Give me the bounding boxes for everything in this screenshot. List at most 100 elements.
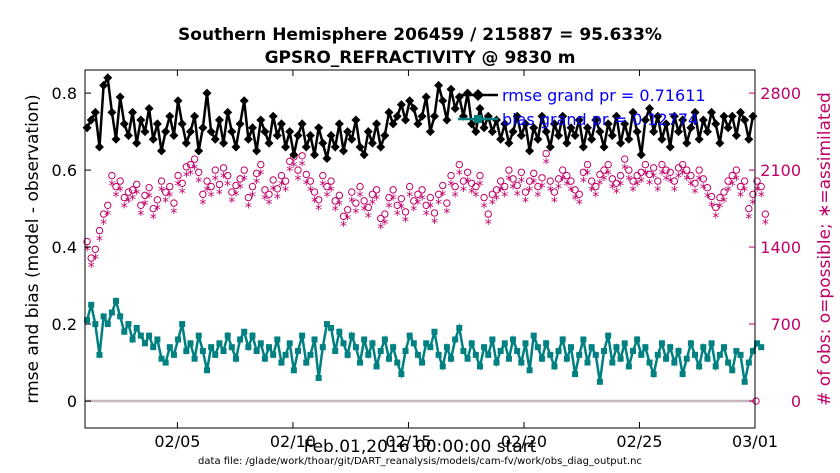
possible-point: [546, 177, 554, 185]
assimilated-point: *: [609, 182, 616, 198]
bias-point: [510, 336, 517, 343]
assimilated-point: *: [539, 181, 546, 197]
y-axis-left-label: rmse and bias (model - observation): [23, 94, 43, 403]
assimilated-point: *: [377, 221, 384, 237]
rmse-point: [318, 138, 328, 148]
possible-point: [331, 197, 339, 205]
possible-point: [265, 190, 273, 198]
bias-point: [183, 348, 190, 355]
possible-point: [87, 254, 95, 262]
possible-point: [567, 177, 575, 185]
bias-point: [237, 336, 244, 343]
assimilated-point: *: [357, 189, 364, 205]
assimilated-point: *: [547, 184, 554, 200]
bias-point: [485, 351, 492, 358]
rmse-point: [376, 142, 386, 152]
bias-point: [663, 355, 670, 362]
bias-point: [108, 309, 115, 316]
possible-point: [401, 208, 410, 216]
possible-point: [116, 177, 124, 185]
bias-point: [749, 348, 756, 355]
y2-tick-label: 700: [770, 315, 801, 334]
possible-point: [724, 177, 732, 185]
assimilated-point: *: [663, 173, 670, 189]
bias-point: [576, 351, 583, 358]
possible-point: [174, 171, 182, 180]
legend-bias-label: bias grand pr = 0.12774: [502, 110, 698, 129]
possible-point: [691, 179, 699, 187]
possible-point: [128, 186, 137, 194]
assimilated-point: *: [170, 206, 177, 222]
y-tick-label: 0.8: [52, 84, 77, 103]
bias-point: [712, 363, 719, 370]
rmse-point: [554, 130, 564, 140]
assimilated-point: *: [216, 187, 223, 203]
rmse-point: [512, 111, 522, 121]
possible-point: [525, 177, 534, 185]
bias-point: [141, 340, 148, 347]
bias-point: [646, 359, 653, 366]
possible-point: [678, 160, 687, 169]
assimilated-point: *: [431, 216, 438, 232]
x-tick-label: 02/25: [616, 432, 662, 451]
assimilated-point: *: [555, 182, 562, 198]
assimilated-point: *: [419, 193, 426, 209]
assimilated-point: *: [323, 189, 330, 205]
bias-point: [216, 340, 223, 347]
possible-point: [141, 191, 149, 200]
chart-subtitle: GPSRO_REFRACTIVITY @ 9830 m: [265, 48, 576, 68]
assimilated-point: *: [348, 195, 355, 211]
possible-point: [99, 210, 108, 218]
rmse-point: [243, 134, 253, 144]
bias-point: [228, 344, 235, 351]
possible-point: [654, 177, 662, 185]
assimilated-point: *: [253, 176, 260, 192]
rmse-point: [351, 115, 361, 125]
possible-point: [575, 190, 583, 198]
bias-point: [605, 332, 612, 339]
bias-point: [245, 344, 252, 351]
assimilated-point: *: [294, 173, 301, 189]
bias-point: [729, 367, 736, 374]
rmse-point: [173, 96, 183, 106]
bias-point: [481, 344, 488, 351]
assimilated-point: *: [340, 219, 347, 235]
possible-point: [377, 214, 385, 223]
rmse-point: [694, 134, 704, 144]
assimilated-point: *: [621, 162, 628, 178]
bias-point: [497, 348, 504, 355]
assimilated-point: *: [427, 200, 434, 216]
bias-point: [361, 336, 368, 343]
rmse-point: [661, 119, 671, 129]
possible-point: [530, 169, 538, 178]
assimilated-point: *: [692, 186, 699, 202]
x-tick-label: 02/15: [385, 432, 431, 451]
possible-point: [352, 199, 360, 207]
rmse-point: [496, 134, 506, 144]
bias-point: [199, 348, 206, 355]
assimilated-point: *: [613, 186, 620, 202]
assimilated-point: *: [212, 173, 219, 189]
bias-point: [344, 351, 351, 358]
possible-point: [199, 190, 207, 198]
bias-point: [514, 348, 521, 355]
rmse-point: [380, 130, 390, 140]
bias-point: [307, 351, 314, 358]
possible-point: [757, 182, 765, 191]
bias-point: [208, 344, 215, 351]
possible-point: [534, 182, 542, 191]
possible-point: [360, 197, 368, 205]
bias-point: [369, 340, 376, 347]
rmse-point: [442, 115, 452, 125]
legend: rmse grand pr = 0.71611 bias grand pr = …: [458, 86, 706, 129]
rmse-point: [678, 115, 688, 125]
possible-point: [319, 171, 327, 180]
bias-point: [419, 359, 426, 366]
bias-point: [253, 348, 260, 355]
data-file-footer: data file: /glade/work/thoar/git/DART_re…: [198, 456, 642, 467]
rmse-point: [640, 115, 650, 125]
assimilated-point: *: [642, 167, 649, 183]
assimilated-point: *: [683, 173, 690, 189]
bias-point: [704, 355, 711, 362]
bias-point: [667, 344, 674, 351]
